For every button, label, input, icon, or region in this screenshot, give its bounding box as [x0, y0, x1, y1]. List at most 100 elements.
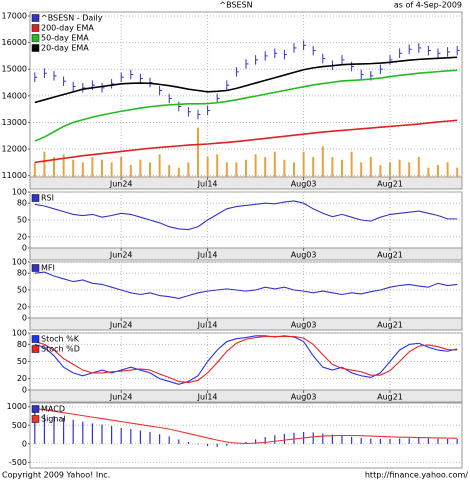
bar	[62, 154, 65, 177]
footer-left: Copyright 2009 Yahoo! Inc.	[2, 471, 110, 480]
legend-label: MFI	[41, 264, 55, 273]
y-tick-label: 100	[12, 188, 27, 197]
bar	[197, 127, 199, 177]
legend-label: 200-day EMA	[41, 24, 94, 33]
y-tick-label: 50	[17, 286, 27, 295]
x-tick-label: Jun24	[109, 251, 133, 260]
bar	[110, 162, 113, 177]
y-tick-label: 14000	[2, 91, 27, 100]
bar	[254, 154, 257, 177]
legend-label: 50-day EMA	[41, 34, 89, 43]
bar	[129, 165, 132, 177]
bar	[264, 437, 266, 444]
bar	[427, 438, 429, 444]
x-tick-label: Aug03	[291, 251, 317, 260]
legend-label: Stoch %K	[41, 335, 80, 344]
y-tick-label: 13000	[2, 118, 27, 127]
bar	[149, 162, 151, 177]
line	[34, 119, 458, 164]
bar	[177, 167, 180, 177]
legend-swatch	[31, 194, 40, 202]
bar	[283, 433, 285, 444]
legend-label: MACD	[41, 405, 65, 414]
footer-right: http://finance.yahoo.com/	[365, 471, 468, 480]
y-tick-label: 100	[12, 258, 27, 267]
bar	[447, 439, 449, 444]
legend-label: Stoch %D	[41, 345, 80, 354]
x-label-band	[29, 247, 463, 261]
line	[34, 408, 458, 445]
y-tick-label: 500	[12, 421, 27, 430]
bar	[159, 434, 161, 444]
bar	[341, 159, 343, 177]
bar	[360, 437, 362, 444]
line	[34, 200, 458, 231]
bar	[111, 426, 113, 444]
bar	[370, 438, 372, 444]
bar	[283, 159, 286, 177]
bar	[456, 439, 458, 444]
legend-label: RSI	[41, 194, 54, 203]
bar	[130, 429, 132, 444]
x-tick-label: Jun24	[109, 180, 133, 189]
y-tick-label: 15000	[2, 65, 27, 74]
legend-swatch	[31, 34, 40, 42]
x-tick-label: Aug21	[377, 251, 403, 260]
legend-swatch	[31, 14, 40, 22]
bar	[168, 436, 170, 444]
x-tick-label: Jul14	[197, 180, 218, 189]
bar	[53, 157, 55, 177]
bar	[437, 165, 439, 177]
bar	[255, 439, 257, 444]
y-tick-label: 20	[17, 232, 27, 241]
x-label-band	[29, 389, 463, 403]
y-tick-label: 12000	[2, 145, 27, 154]
bar	[34, 412, 36, 444]
bar	[389, 162, 391, 177]
bar	[322, 433, 324, 444]
bar	[293, 432, 295, 444]
x-tick-label: Aug03	[291, 321, 317, 330]
bar	[389, 439, 391, 444]
bar	[245, 159, 247, 177]
bar	[274, 435, 276, 444]
bar	[264, 157, 267, 177]
line	[34, 335, 458, 385]
y-tick-label: 100	[12, 329, 27, 338]
bar	[72, 419, 74, 444]
legend-swatch	[31, 405, 40, 413]
y-tick-label: 80	[17, 269, 27, 278]
bar	[207, 443, 209, 447]
y-tick-label: 0	[22, 439, 27, 448]
legend-swatch	[31, 335, 40, 343]
legend-swatch	[31, 415, 40, 423]
x-tick-label: Aug03	[291, 180, 317, 189]
x-tick-label: Aug21	[377, 180, 403, 189]
bar	[149, 431, 151, 444]
bar	[139, 430, 141, 444]
bar	[225, 162, 228, 177]
bar	[139, 159, 142, 177]
bar	[456, 167, 459, 177]
bar	[331, 434, 333, 444]
panel-frame	[29, 11, 463, 178]
chart-title: ^BSESN	[219, 1, 252, 10]
bar	[33, 162, 36, 177]
legend-swatch	[31, 345, 40, 353]
x-tick-label: Aug03	[291, 393, 317, 402]
y-tick-label: 11000	[2, 171, 27, 180]
bar	[82, 421, 84, 444]
bar	[321, 146, 324, 177]
bar	[341, 435, 343, 444]
legend-swatch	[31, 44, 40, 52]
x-tick-label: Aug21	[377, 393, 403, 402]
y-tick-label: 1000	[7, 402, 27, 411]
y-tick-label: 16000	[2, 38, 27, 47]
bar	[235, 162, 238, 177]
line	[34, 56, 458, 104]
bar	[245, 442, 247, 444]
chart-subtitle: as of 4-Sep-2009	[394, 1, 462, 10]
x-tick-label: Jul14	[197, 393, 218, 402]
x-label-band	[29, 317, 463, 331]
